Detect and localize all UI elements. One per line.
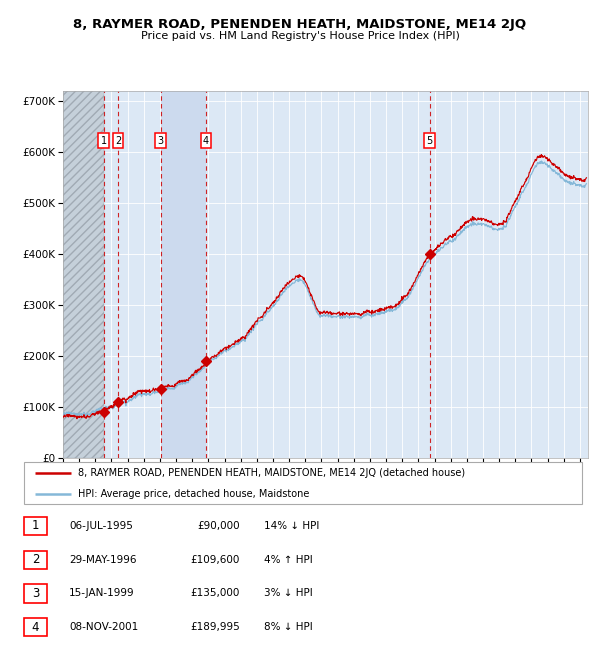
Text: 15-JAN-1999: 15-JAN-1999 xyxy=(69,588,134,599)
FancyBboxPatch shape xyxy=(24,517,47,535)
FancyBboxPatch shape xyxy=(24,462,582,504)
Text: 06-JUL-1995: 06-JUL-1995 xyxy=(69,521,133,531)
Text: 1: 1 xyxy=(32,519,39,532)
Text: 4% ↑ HPI: 4% ↑ HPI xyxy=(264,554,313,565)
Text: 4: 4 xyxy=(203,136,209,146)
FancyBboxPatch shape xyxy=(24,584,47,603)
Text: 8% ↓ HPI: 8% ↓ HPI xyxy=(264,622,313,632)
Text: 8, RAYMER ROAD, PENENDEN HEATH, MAIDSTONE, ME14 2JQ: 8, RAYMER ROAD, PENENDEN HEATH, MAIDSTON… xyxy=(73,18,527,31)
FancyBboxPatch shape xyxy=(24,551,47,569)
Text: 4: 4 xyxy=(32,621,39,634)
Text: 29-MAY-1996: 29-MAY-1996 xyxy=(69,554,137,565)
Text: Price paid vs. HM Land Registry's House Price Index (HPI): Price paid vs. HM Land Registry's House … xyxy=(140,31,460,41)
Text: 8, RAYMER ROAD, PENENDEN HEATH, MAIDSTONE, ME14 2JQ (detached house): 8, RAYMER ROAD, PENENDEN HEATH, MAIDSTON… xyxy=(78,468,465,478)
Text: £109,600: £109,600 xyxy=(191,554,240,565)
Text: £189,995: £189,995 xyxy=(190,622,240,632)
Bar xyxy=(161,91,206,458)
Text: £90,000: £90,000 xyxy=(197,521,240,531)
Text: 1: 1 xyxy=(100,136,107,146)
Text: 08-NOV-2001: 08-NOV-2001 xyxy=(69,622,138,632)
Text: 14% ↓ HPI: 14% ↓ HPI xyxy=(264,521,319,531)
Text: 2: 2 xyxy=(32,553,39,566)
Text: 3% ↓ HPI: 3% ↓ HPI xyxy=(264,588,313,599)
Text: 3: 3 xyxy=(32,587,39,600)
Bar xyxy=(63,91,104,458)
Text: £135,000: £135,000 xyxy=(191,588,240,599)
FancyBboxPatch shape xyxy=(24,618,47,636)
Text: HPI: Average price, detached house, Maidstone: HPI: Average price, detached house, Maid… xyxy=(78,489,310,499)
Text: 2: 2 xyxy=(115,136,121,146)
Text: 5: 5 xyxy=(427,136,433,146)
Text: 3: 3 xyxy=(158,136,164,146)
